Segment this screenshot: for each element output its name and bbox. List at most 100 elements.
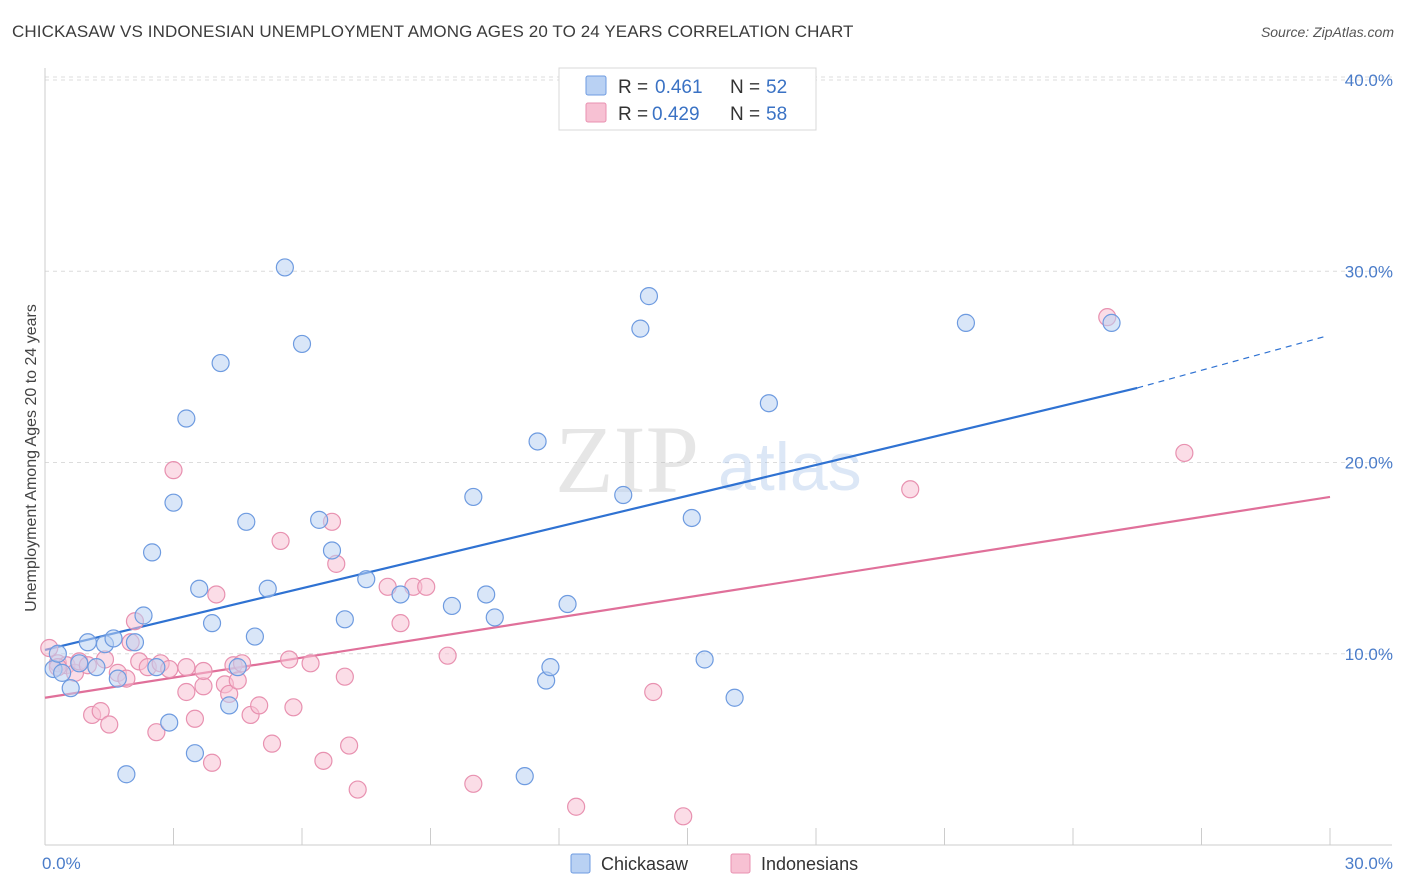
chickasaw-point xyxy=(614,485,633,505)
chickasaw-point xyxy=(695,650,714,669)
chickasaw-point xyxy=(104,629,123,648)
chickasaw-point xyxy=(357,570,376,589)
indonesian-point xyxy=(301,654,320,673)
legend-swatch-indonesian xyxy=(585,102,607,123)
indonesian-point xyxy=(335,667,354,686)
chickasaw-point xyxy=(147,658,166,677)
chickasaw-point xyxy=(631,319,650,338)
indonesian-point xyxy=(194,677,213,696)
indonesian-point xyxy=(147,723,166,742)
chart-source: Source: ZipAtlas.com xyxy=(1260,24,1394,40)
chickasaw-point xyxy=(117,765,136,784)
legend-r-label-2: R = xyxy=(618,104,648,125)
chickasaw-point xyxy=(142,543,162,562)
bottom-legend-chickasaw: Chickasaw xyxy=(601,854,689,874)
trendlines xyxy=(44,335,1331,699)
gridlines xyxy=(45,76,1392,655)
chickasaw-point xyxy=(245,627,264,646)
chickasaw-trendline-extension xyxy=(1137,335,1326,389)
chickasaw-point xyxy=(485,608,504,627)
bottom-legend-swatch-indonesian xyxy=(730,853,751,874)
bottom-legend-swatch-chickasaw xyxy=(570,853,591,874)
indonesian-point xyxy=(177,682,196,702)
indonesian-point xyxy=(284,698,303,717)
chickasaw-point xyxy=(211,353,230,373)
indonesian-point xyxy=(567,797,586,816)
chickasaw-point xyxy=(61,679,80,698)
indonesian-trendline xyxy=(44,495,1331,699)
chickasaw-point xyxy=(220,696,239,715)
chickasaw-point xyxy=(442,596,462,616)
indonesian-point xyxy=(207,585,226,604)
chickasaw-point xyxy=(956,313,976,332)
indonesian-point xyxy=(250,696,269,715)
watermark-atlas: atlas xyxy=(718,429,862,505)
chickasaw-point xyxy=(477,585,496,604)
chickasaw-point xyxy=(528,432,547,451)
chickasaw-point xyxy=(759,394,778,413)
watermark: ZIP atlas xyxy=(555,406,862,513)
legend-n-label-2: N = xyxy=(730,104,760,125)
indonesian-point xyxy=(262,734,282,753)
chickasaw-point xyxy=(48,644,67,663)
indonesian-point xyxy=(464,774,483,793)
chickasaw-point xyxy=(515,767,534,786)
chickasaw-point xyxy=(108,669,127,688)
chickasaw-point xyxy=(87,658,106,677)
chickasaw-point xyxy=(310,510,329,529)
chickasaw-point xyxy=(292,334,312,354)
chickasaw-point xyxy=(53,663,72,682)
chickasaw-point xyxy=(228,658,247,677)
legend-swatch-chickasaw xyxy=(585,75,607,96)
indonesian-point xyxy=(100,715,119,734)
legend-n-value-1: 52 xyxy=(766,77,787,98)
indonesian-point xyxy=(644,682,663,702)
x-tick-label: 30.0% xyxy=(1345,854,1393,873)
indonesian-point xyxy=(417,577,436,596)
chart-title: CHICKASAW VS INDONESIAN UNEMPLOYMENT AMO… xyxy=(12,22,854,41)
y-tick-label: 40.0% xyxy=(1345,71,1393,90)
indonesian-point xyxy=(438,646,457,665)
bottom-legend: Chickasaw Indonesians xyxy=(570,853,858,874)
chickasaw-point xyxy=(464,487,483,507)
indonesian-point xyxy=(314,751,333,770)
indonesian-point xyxy=(91,702,110,721)
chickasaw-point xyxy=(78,633,97,652)
chickasaw-point xyxy=(558,594,577,614)
x-tick-labels: 0.0% 30.0% xyxy=(42,854,1393,873)
y-tick-labels: 10.0% 20.0% 30.0% 40.0% xyxy=(1345,71,1393,664)
chickasaw-point xyxy=(70,654,89,673)
indonesian-point xyxy=(1175,443,1194,463)
chickasaw-point xyxy=(164,493,183,512)
chickasaw-trendline xyxy=(44,386,1138,651)
legend-n-value-2: 58 xyxy=(766,104,787,125)
chickasaw-point xyxy=(177,409,196,428)
y-axis-label: Unemployment Among Ages 20 to 24 years xyxy=(23,304,40,612)
legend-r-value-1: 0.461 xyxy=(655,77,703,98)
indonesian-point xyxy=(202,753,222,772)
indonesian-point xyxy=(901,480,920,499)
chickasaw-points xyxy=(44,258,1121,786)
indonesian-point xyxy=(194,661,213,681)
legend-n-label-1: N = xyxy=(730,77,760,98)
chickasaw-point xyxy=(1102,313,1121,332)
chickasaw-point xyxy=(639,287,659,306)
indonesian-point xyxy=(177,658,196,677)
chickasaw-point xyxy=(160,713,179,732)
y-tick-label: 10.0% xyxy=(1345,645,1393,664)
chickasaw-point xyxy=(725,688,744,707)
chickasaw-point xyxy=(190,579,209,598)
indonesian-point xyxy=(674,807,693,826)
legend-r-label-1: R = xyxy=(618,77,648,98)
y-tick-label: 30.0% xyxy=(1345,262,1393,281)
indonesian-point xyxy=(271,531,290,551)
indonesian-point xyxy=(340,736,359,755)
chickasaw-point xyxy=(335,610,354,629)
chickasaw-point xyxy=(185,744,205,763)
chickasaw-point xyxy=(541,658,560,677)
chickasaw-point xyxy=(682,508,701,528)
y-tick-label: 20.0% xyxy=(1345,454,1393,473)
chickasaw-point xyxy=(391,585,410,604)
chickasaw-point xyxy=(134,606,153,625)
